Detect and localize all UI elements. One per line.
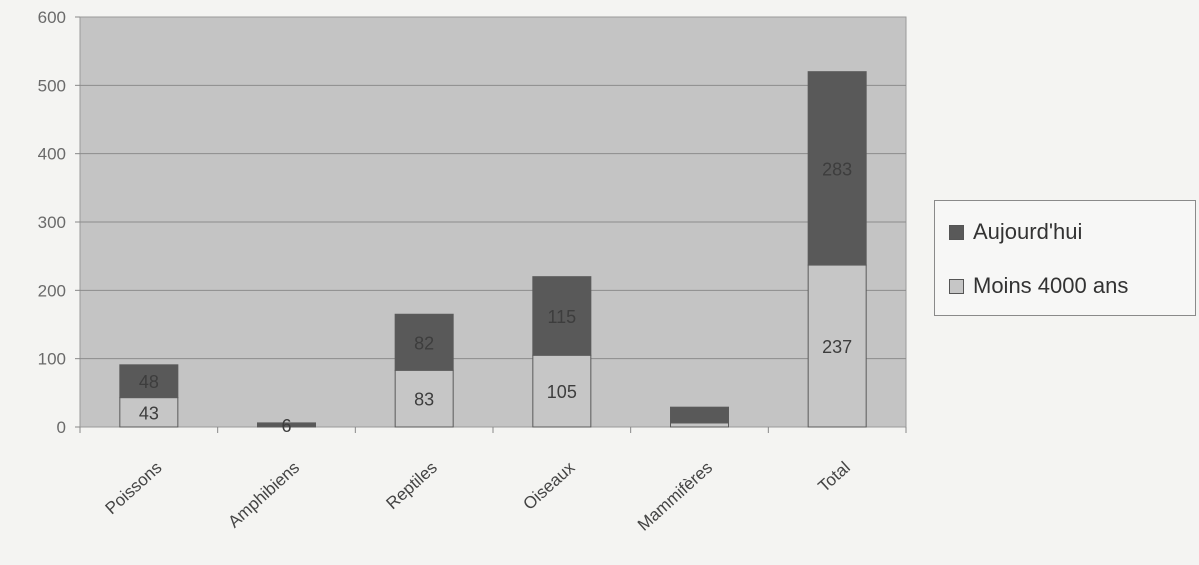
bar-segment (807, 264, 867, 428)
bar-segment (257, 422, 316, 428)
data-label: 43 (139, 403, 159, 423)
legend-swatch-aujourdhui (949, 224, 964, 240)
bar-segment (532, 354, 592, 428)
y-tick-label: 100 (38, 350, 66, 369)
data-label: 82 (414, 333, 434, 353)
x-tick-label: Mammifères (634, 458, 716, 535)
legend-item-aujourdhui: Aujourd'hui (949, 217, 1082, 247)
data-label: 283 (822, 159, 852, 179)
data-labels: 43 48 6 83 82 105 115 237 283 (139, 159, 852, 436)
x-tick-label: Amphibiens (224, 458, 303, 532)
y-tick-label: 200 (38, 281, 66, 300)
y-tick-label: 600 (38, 8, 66, 27)
bar-segment (119, 364, 179, 399)
gridlines (80, 84, 906, 360)
legend-label-moins-4000-ans: Moins 4000 ans (973, 273, 1129, 298)
x-tick-label: Oiseaux (519, 458, 578, 514)
bar-segment (670, 422, 729, 428)
y-axis: 0 100 200 300 400 500 600 (38, 8, 80, 437)
x-axis: Poissons Amphibiens Reptiles Oiseaux Mammifè… (79, 427, 907, 535)
legend: Aujourd'hui Moins 4000 ans (934, 200, 1196, 316)
x-tick-label: Total (814, 458, 853, 496)
y-tick-label: 400 (38, 145, 66, 164)
x-tick-label: Poissons (102, 458, 166, 518)
y-tick-label: 300 (38, 213, 66, 232)
data-label: 48 (139, 372, 159, 392)
data-label: 115 (547, 307, 576, 327)
data-label: 83 (414, 390, 434, 410)
bar-segment (532, 276, 592, 356)
bar-segment (807, 71, 867, 266)
x-tick-label: Reptiles (382, 458, 440, 513)
legend-swatch-moins-4000-ans (949, 278, 964, 294)
data-label: 105 (547, 382, 577, 402)
legend-item-moins-4000-ans: Moins 4000 ans (949, 271, 1128, 301)
y-tick-label: 0 (57, 418, 66, 437)
data-label: 6 (281, 416, 291, 436)
data-label: 237 (822, 337, 852, 357)
bar-segment (670, 406, 729, 424)
bar-segment (394, 313, 454, 371)
bars (119, 71, 867, 428)
y-tick-label: 500 (38, 76, 66, 95)
legend-label-aujourdhui: Aujourd'hui (973, 219, 1083, 244)
